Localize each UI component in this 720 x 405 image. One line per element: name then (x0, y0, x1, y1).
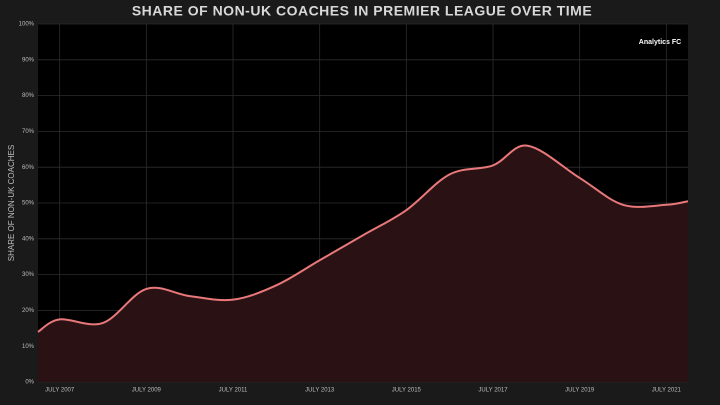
x-tick-label: JULY 2011 (219, 388, 248, 394)
y-tick-label: 0% (25, 380, 34, 386)
x-tick-label: JULY 2009 (132, 388, 162, 394)
x-tick-label: JULY 2013 (305, 388, 335, 394)
chart-title: SHARE OF NON-UK COACHES IN PREMIER LEAGU… (132, 3, 592, 19)
y-tick-label: 40% (22, 236, 35, 242)
line (37, 144, 689, 333)
y-tick-label: 80% (22, 93, 35, 99)
x-tick-label: JULY 2015 (392, 388, 422, 394)
x-tick-label: JULY 2017 (478, 388, 508, 394)
y-tick-label: 20% (22, 308, 35, 314)
y-tick-label: 10% (22, 344, 35, 350)
x-tick-label: JULY 2021 (652, 388, 682, 394)
y-tick-label: 60% (22, 165, 35, 171)
y-tick-label: 50% (22, 201, 35, 207)
y-axis-label: SHARE OF NON-UK COACHES (7, 145, 16, 261)
logo: Analytics FC (639, 39, 681, 46)
y-tick-label: 30% (22, 272, 35, 278)
x-tick-label: JULY 2007 (45, 388, 75, 394)
area (38, 145, 688, 382)
y-tick-label: 100% (19, 22, 35, 28)
x-tick-label: JULY 2019 (565, 388, 595, 394)
y-tick-label: 70% (22, 129, 35, 135)
y-tick-label: 90% (22, 57, 35, 63)
